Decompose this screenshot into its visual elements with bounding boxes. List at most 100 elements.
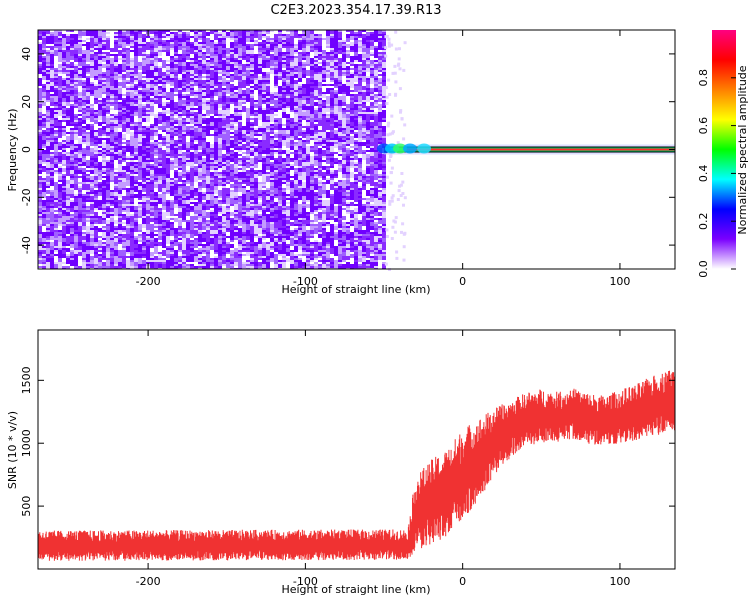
- noise-cell: [126, 174, 130, 182]
- noise-cell: [178, 154, 182, 156]
- noise-cell: [338, 150, 342, 152]
- noise-cell: [218, 76, 222, 80]
- noise-cell: [122, 188, 126, 190]
- noise-cell: [94, 178, 98, 180]
- noise-cell: [62, 120, 66, 122]
- noise-cell: [154, 114, 158, 118]
- noise-cell: [162, 36, 166, 38]
- noise-cell: [46, 30, 50, 36]
- noise-cell: [50, 84, 54, 86]
- noise-cell: [362, 128, 366, 132]
- noise-cell: [262, 116, 266, 118]
- noise-cell: [354, 118, 358, 120]
- noise-cell: [270, 110, 274, 114]
- noise-cell: [198, 146, 202, 150]
- noise-cell: [70, 56, 74, 60]
- noise-cell: [246, 76, 250, 78]
- noise-cell: [274, 70, 278, 74]
- noise-cell: [230, 58, 234, 62]
- noise-cell: [154, 204, 158, 206]
- noise-cell: [50, 200, 54, 202]
- noise-cell: [98, 152, 102, 154]
- noise-cell: [118, 102, 122, 104]
- noise-cell: [178, 38, 182, 42]
- noise-cell: [310, 50, 314, 52]
- noise-cell: [130, 176, 134, 182]
- noise-cell: [270, 58, 274, 60]
- noise-cell: [234, 176, 238, 178]
- noise-cell: [246, 60, 250, 62]
- noise-cell: [346, 130, 350, 132]
- noise-cell: [186, 176, 190, 180]
- noise-cell: [238, 200, 242, 202]
- noise-cell: [154, 202, 158, 204]
- noise-cell: [350, 116, 354, 124]
- noise-cell: [182, 110, 186, 114]
- noise-cell: [306, 56, 310, 64]
- noise-cell: [234, 122, 238, 124]
- noise-cell: [302, 96, 306, 102]
- noise-cell: [270, 92, 274, 94]
- noise-cell: [298, 72, 302, 76]
- noise-cell: [282, 150, 286, 154]
- noise-cell: [106, 178, 110, 184]
- noise-cell: [82, 126, 86, 128]
- noise-cell: [162, 104, 166, 106]
- noise-cell: [274, 158, 278, 160]
- noise-cell: [382, 48, 386, 50]
- noise-cell: [86, 124, 90, 130]
- noise-cell: [114, 176, 118, 184]
- noise-cell: [290, 72, 294, 74]
- noise-cell: [174, 70, 178, 72]
- noise-cell: [334, 152, 338, 154]
- noise-cell: [158, 194, 162, 198]
- noise-cell: [266, 102, 270, 104]
- noise-cell: [158, 202, 162, 204]
- noise-cell: [178, 196, 182, 198]
- noise-cell: [46, 186, 50, 188]
- noise-cell: [374, 70, 378, 72]
- noise-cell: [198, 52, 202, 56]
- noise-cell: [294, 180, 298, 184]
- noise-cell: [78, 102, 82, 104]
- noise-cell: [94, 184, 98, 186]
- noise-cell: [314, 74, 318, 80]
- noise-cell: [146, 56, 150, 58]
- noise-cell: [374, 152, 378, 160]
- noise-cell: [354, 142, 358, 144]
- noise-cell: [254, 36, 258, 38]
- noise-cell: [46, 78, 50, 80]
- noise-cell: [350, 132, 354, 134]
- noise-cell: [42, 146, 46, 148]
- noise-cell: [238, 146, 242, 148]
- noise-cell: [266, 192, 270, 194]
- noise-cell: [302, 92, 306, 94]
- noise-cell: [42, 178, 46, 180]
- noise-cell: [206, 148, 210, 152]
- noise-cell: [114, 42, 118, 44]
- noise-cell: [342, 114, 346, 120]
- noise-cell: [358, 108, 362, 110]
- noise-cell: [290, 44, 294, 46]
- noise-cell: [218, 118, 222, 124]
- noise-cell: [302, 188, 306, 196]
- noise-cell: [122, 196, 126, 198]
- noise-cell: [170, 74, 174, 78]
- noise-cell: [102, 32, 106, 36]
- noise-cell: [106, 196, 110, 198]
- noise-cell: [214, 190, 218, 194]
- noise-cell: [342, 204, 346, 206]
- noise-cell: [182, 190, 186, 192]
- noise-cell: [90, 140, 94, 142]
- noise-cell: [134, 168, 138, 172]
- noise-cell: [294, 168, 298, 170]
- noise-cell: [382, 90, 386, 96]
- noise-cell: [358, 150, 362, 154]
- noise-cell: [246, 36, 250, 38]
- noise-cell: [374, 138, 378, 140]
- noise-cell: [130, 116, 134, 122]
- noise-cell: [86, 58, 90, 62]
- noise-cell: [338, 32, 342, 40]
- noise-cell: [186, 180, 190, 182]
- noise-cell: [102, 162, 106, 168]
